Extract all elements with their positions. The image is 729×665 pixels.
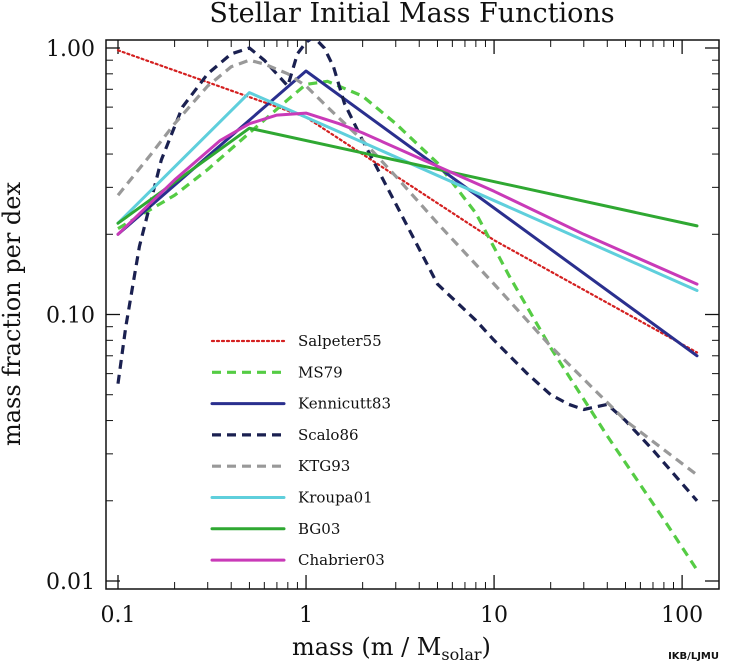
- y-axis-label: mass fraction per dex: [0, 182, 26, 447]
- series-line-kennicutt83: [116, 69, 699, 358]
- x-tick-label: 100: [661, 603, 703, 628]
- credit-label: IKB/LJMU: [668, 651, 719, 662]
- legend-label-scalo86: Scalo86: [298, 426, 359, 444]
- legend-label-bg03: BG03: [298, 520, 340, 538]
- chart-title: Stellar Initial Mass Functions: [209, 0, 614, 29]
- series-line-salpeter55: [116, 49, 699, 354]
- x-tick-label: 1: [299, 603, 313, 628]
- series-line-bg03: [116, 126, 699, 228]
- legend-label-chabrier03: Chabrier03: [298, 551, 385, 569]
- legend-label-kroupa01: Kroupa01: [298, 489, 373, 507]
- legend-label-ms79: MS79: [298, 363, 343, 381]
- legend-label-salpeter55: Salpeter55: [298, 332, 382, 350]
- series-line-scalo86: [116, 40, 699, 502]
- x-axis: 0.1 1 10 100: [101, 40, 703, 628]
- x-tick-label: 10: [480, 603, 508, 628]
- x-axis-label-close: ): [482, 633, 491, 661]
- x-axis-label-main: mass (m / M: [292, 633, 441, 661]
- series-line-ms79: [117, 79, 699, 571]
- plot-area: [116, 40, 699, 571]
- y-axis: 0.01 0.10 1.00: [46, 37, 719, 595]
- series-line-ktg93: [116, 58, 698, 477]
- legend: Salpeter55 MS79 Kennicutt83 Scalo86 KTG93 Kro…: [210, 332, 391, 569]
- x-axis-label-subscript: solar: [441, 645, 482, 664]
- series-line-chabrier03: [116, 111, 699, 286]
- series-line-kroupa01: [116, 91, 699, 292]
- x-tick-label: 0.1: [101, 603, 136, 628]
- x-axis-label: mass (m / Msolar): [292, 633, 491, 664]
- legend-label-kennicutt83: Kennicutt83: [298, 395, 391, 413]
- legend-label-ktg93: KTG93: [298, 457, 350, 475]
- y-tick-label: 0.01: [46, 570, 95, 595]
- y-tick-label: 0.10: [46, 304, 95, 329]
- y-tick-label: 1.00: [46, 37, 95, 62]
